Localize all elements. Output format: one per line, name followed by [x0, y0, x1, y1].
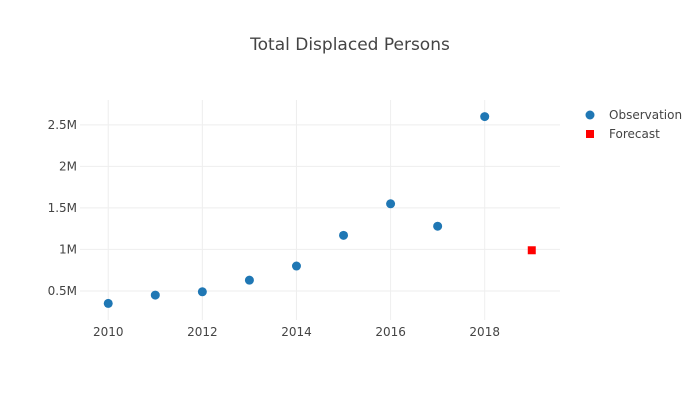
chart-title: Total Displaced Persons	[249, 35, 450, 55]
grid-lines	[80, 100, 560, 320]
y-tick-label: 2.5M	[48, 118, 77, 132]
legend-observation-marker	[585, 110, 595, 120]
legend-label[interactable]: Observation	[609, 108, 682, 122]
observation-point[interactable]	[150, 290, 160, 300]
observation-point[interactable]	[103, 298, 113, 308]
x-tick-label: 2016	[375, 325, 406, 339]
y-tick-label: 1M	[59, 242, 77, 256]
legend[interactable]: Observation Forecast	[585, 108, 683, 141]
y-tick-label: 1.5M	[48, 201, 77, 215]
legend-label[interactable]: Forecast	[609, 127, 660, 141]
x-tick-label: 2018	[469, 325, 500, 339]
observation-point[interactable]	[386, 199, 396, 209]
observation-point[interactable]	[197, 287, 207, 297]
observation-point[interactable]	[480, 112, 490, 122]
forecast-point[interactable]	[527, 246, 536, 255]
observation-point[interactable]	[433, 221, 443, 231]
observation-point[interactable]	[339, 230, 349, 240]
observation-point[interactable]	[291, 261, 301, 271]
x-tick-label: 2012	[187, 325, 218, 339]
legend-forecast-marker	[586, 130, 594, 138]
observation-point[interactable]	[244, 275, 254, 285]
y-tick-label: 0.5M	[48, 284, 77, 298]
y-tick-label: 2M	[59, 159, 77, 173]
x-tick-label: 2014	[281, 325, 312, 339]
x-tick-label: 2010	[93, 325, 124, 339]
data-points	[103, 112, 536, 308]
axis-ticks: 2010 2012 2014 2016 2018 0.5M 1M 1.5M 2M 2.5M	[48, 118, 500, 339]
